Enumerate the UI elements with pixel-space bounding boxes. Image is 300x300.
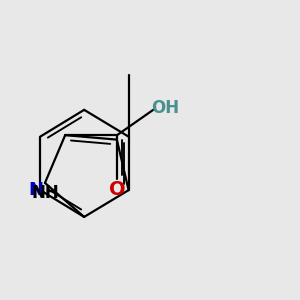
Text: OH: OH [151, 99, 179, 117]
Text: O: O [109, 181, 125, 200]
Text: N: N [28, 181, 44, 199]
Text: NH: NH [31, 184, 59, 202]
